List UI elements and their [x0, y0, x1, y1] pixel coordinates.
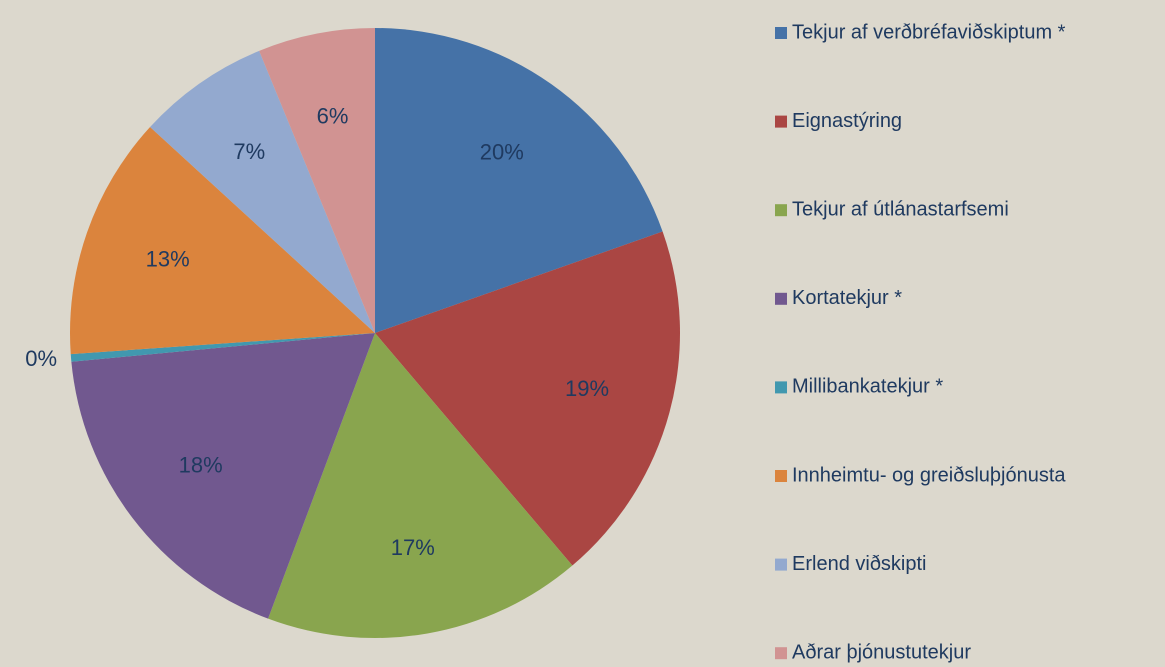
legend-label: Millibankatekjur *	[792, 376, 943, 398]
pie-slice	[70, 127, 375, 355]
legend-swatch	[775, 292, 787, 305]
pie-slice	[70, 333, 376, 362]
legend-label: Aðrar þjónustutekjur	[792, 641, 971, 663]
legend-label: Tekjur af verðbréfaviðskiptum *	[792, 21, 1066, 43]
data-label: 0%	[25, 346, 57, 371]
legend-swatch	[775, 204, 787, 217]
legend-label: Erlend viðskipti	[792, 553, 927, 575]
pie-slice	[150, 50, 375, 334]
pie-slice	[375, 231, 680, 566]
data-label: 19%	[565, 376, 609, 401]
pie-slice	[71, 333, 375, 619]
legend-swatch	[775, 647, 787, 660]
legend-label: Eignastýring	[792, 110, 902, 132]
legend-swatch	[775, 558, 787, 571]
legend-swatch	[775, 27, 787, 39]
data-label: 7%	[233, 139, 265, 164]
legend-label: Kortatekjur *	[792, 287, 902, 309]
legend-swatch	[775, 470, 787, 482]
data-label: 6%	[317, 103, 349, 128]
pie-slice	[268, 333, 573, 638]
data-label: 13%	[146, 246, 190, 271]
legend-label: Tekjur af útlánastarfsemi	[792, 198, 1009, 220]
data-label: 20%	[480, 140, 524, 165]
data-label: 18%	[179, 452, 223, 477]
legend-swatch	[775, 115, 787, 128]
pie-slice	[375, 28, 663, 333]
legend-label: Innheimtu- og greiðsluþjónusta	[792, 464, 1066, 486]
legend-swatch	[775, 381, 787, 394]
data-label: 17%	[391, 535, 435, 560]
pie-slice	[259, 28, 375, 333]
